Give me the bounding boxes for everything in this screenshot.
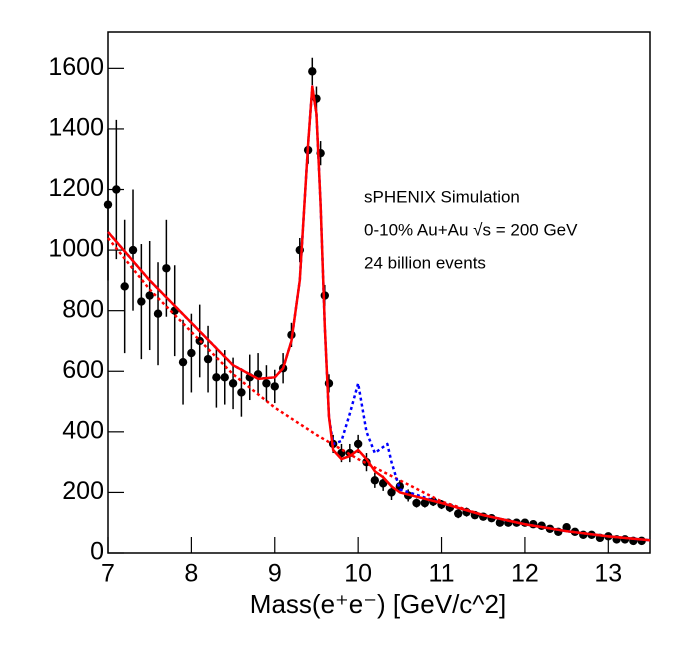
x-tick-label: 13: [594, 560, 622, 588]
data-point: [562, 523, 571, 532]
fit-curve: [107, 85, 651, 542]
x-tick-label: 9: [268, 560, 282, 588]
data-point: [353, 439, 363, 449]
data-point: [412, 498, 421, 508]
y-tick-label: 1000: [48, 235, 104, 263]
y-tick-label: 600: [62, 356, 104, 384]
fit-curve: [107, 237, 651, 542]
x-tick-label: 10: [344, 560, 372, 588]
y-tick-label: 1600: [48, 53, 104, 81]
annotation: 24 billion events: [364, 253, 486, 272]
y-tick-label: 200: [62, 477, 104, 505]
x-tick-label: 8: [184, 560, 198, 588]
data-point: [203, 354, 213, 364]
x-axis-label: Mass(e⁺e⁻) [GeV/c^2]: [250, 589, 506, 619]
data-point: [145, 291, 154, 300]
data-point: [212, 373, 221, 382]
y-tick-label: 400: [62, 416, 104, 444]
data-point: [220, 373, 229, 382]
x-tick-label: 11: [429, 560, 455, 588]
data-point: [228, 379, 238, 388]
data-point: [420, 498, 430, 508]
x-tick-label: 7: [101, 560, 115, 588]
y-tick-label: 0: [90, 538, 104, 566]
data-point: [162, 264, 171, 273]
data-point: [103, 200, 113, 209]
data-point: [120, 282, 129, 291]
data-point: [137, 297, 146, 306]
plot-frame: [107, 31, 651, 554]
data-point: [237, 388, 246, 397]
data-point: [308, 67, 317, 76]
x-tick-label: 12: [511, 560, 539, 588]
data-point: [128, 245, 138, 255]
annotation: sPHENIX Simulation: [364, 187, 520, 206]
data-point: [454, 509, 463, 518]
data-point: [187, 348, 196, 358]
data-point: [270, 382, 279, 391]
data-point: [262, 379, 271, 388]
y-tick-label: 800: [62, 295, 104, 323]
data-point: [387, 488, 396, 497]
fit-curve: [107, 85, 651, 542]
data-point: [178, 357, 188, 367]
annotation: 0-10% Au+Au √s = 200 GeV: [364, 220, 578, 239]
y-tick-label: 1400: [48, 114, 104, 142]
data-point: [324, 379, 334, 388]
data-point: [370, 476, 380, 485]
data-point: [153, 309, 163, 318]
data-point: [112, 185, 121, 194]
data-point: [495, 518, 505, 527]
y-tick-label: 1200: [48, 174, 104, 202]
